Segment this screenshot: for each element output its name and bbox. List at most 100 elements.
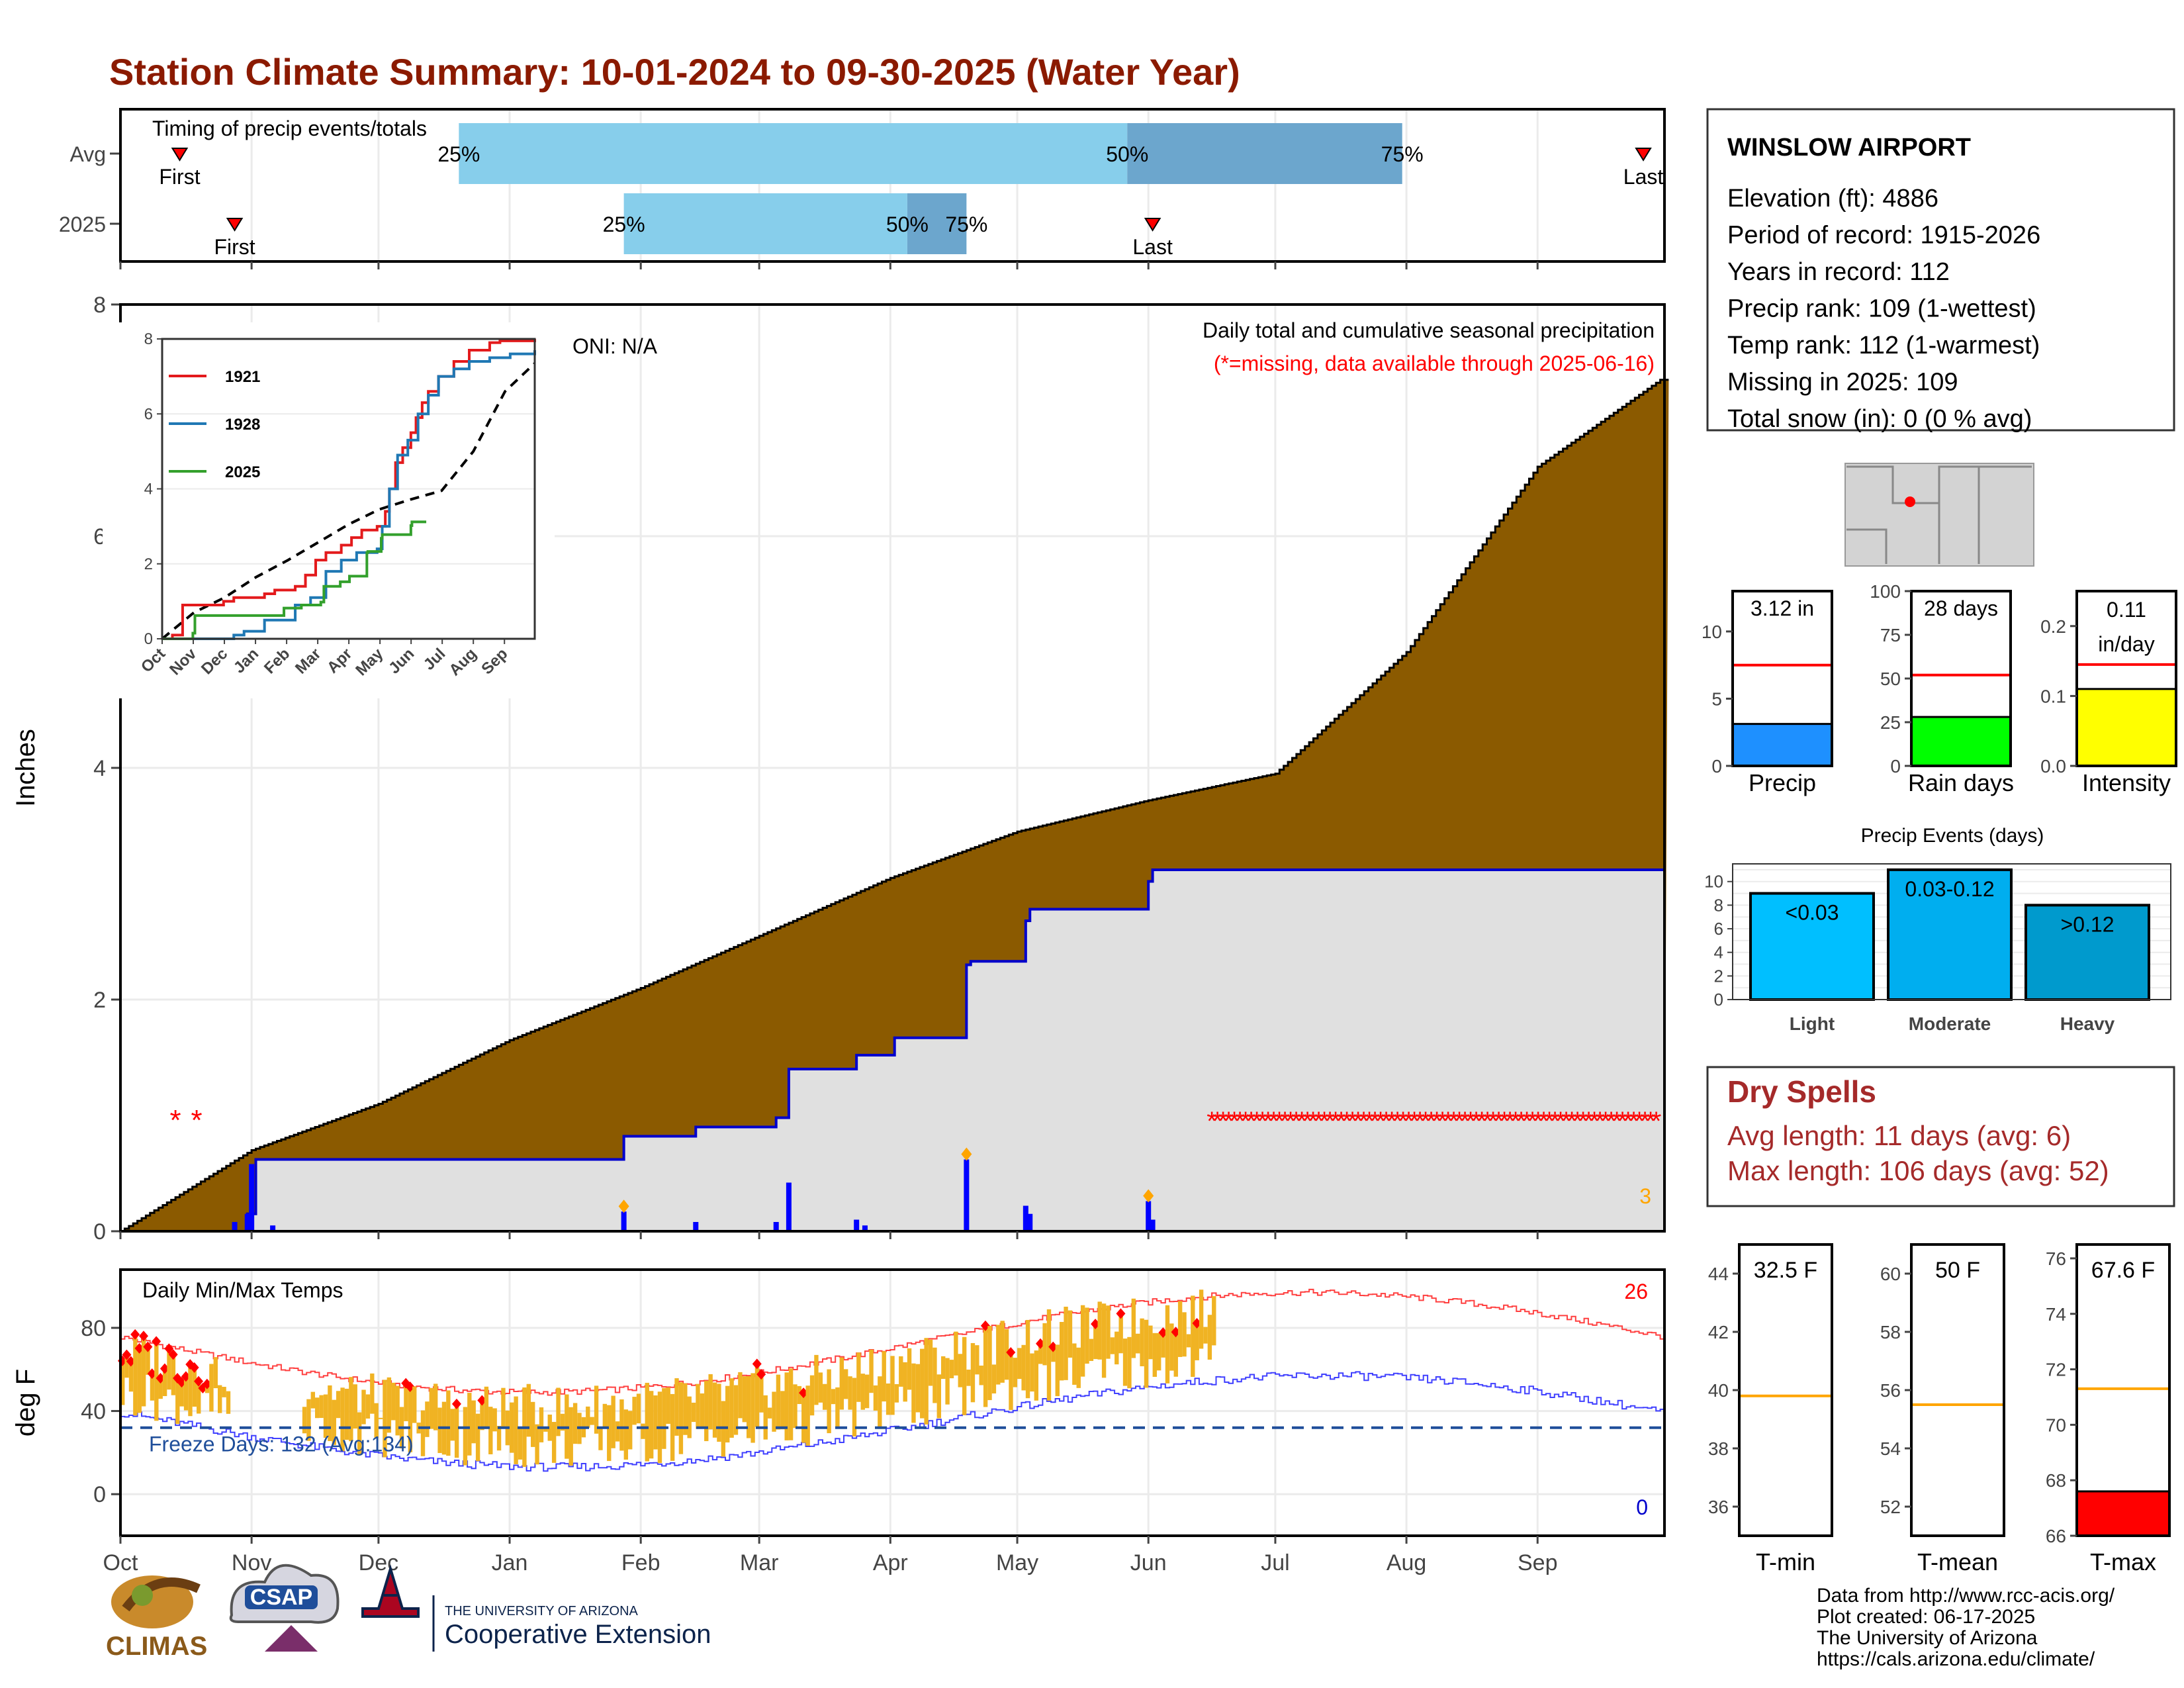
daily-temp-bar <box>543 1428 548 1432</box>
daily-precip-bar <box>270 1225 276 1231</box>
daily-temp-bar <box>454 1405 459 1458</box>
inset-ytick-label: 2 <box>144 555 153 573</box>
temp-bar-value-label: 32.5 F <box>1754 1258 1817 1283</box>
daily-temp-bar <box>717 1383 721 1442</box>
events-ytick-label: 8 <box>1714 895 1723 915</box>
daily-temp-bar <box>602 1403 608 1427</box>
temp-ytick-label: 0 <box>93 1482 106 1507</box>
daily-temp-bar <box>683 1383 688 1435</box>
daily-temp-bar <box>729 1378 734 1438</box>
daily-temp-bar <box>349 1377 353 1442</box>
daily-temp-bar <box>387 1377 392 1433</box>
daily-temp-bar <box>370 1373 375 1414</box>
missing-marker: * <box>1392 1107 1403 1136</box>
daily-temp-bar <box>535 1424 539 1465</box>
month-axis: Oct Nov Dec Jan Feb Mar Apr May Jun Jul Aug Sep <box>103 1231 1558 1575</box>
daily-temp-bar <box>328 1385 332 1441</box>
mini-bar-value <box>1731 723 1833 767</box>
daily-temp-bar <box>983 1327 988 1407</box>
month-tick-label: Jul <box>1261 1550 1289 1575</box>
daily-temp-bar <box>146 1348 150 1375</box>
daily-temp-bar <box>315 1397 320 1419</box>
daily-temp-bar <box>1013 1358 1018 1387</box>
mini-bar-value <box>1910 716 2012 767</box>
daily-temp-bar <box>767 1407 772 1419</box>
month-tick-label: May <box>996 1550 1038 1575</box>
daily-precip-bar <box>773 1222 779 1231</box>
missing-marker: * <box>1257 1107 1268 1136</box>
main-border <box>119 303 1666 1233</box>
timing-row-label: 2025 <box>59 212 106 236</box>
daily-temp-bar <box>873 1385 878 1411</box>
temp-bar-border <box>2075 1243 2171 1537</box>
daily-temp-bar <box>641 1423 645 1439</box>
temp-bar-t-mean: 52 54 56 58 60 50 F T-mean <box>1880 1243 2005 1575</box>
daily-temp-bar <box>962 1336 967 1415</box>
daily-temp-bar <box>598 1427 603 1450</box>
missing-marker: * <box>1494 1107 1504 1136</box>
daily-temp-bar <box>446 1390 451 1456</box>
daily-temp-bar <box>353 1384 357 1429</box>
daily-temp-bar <box>167 1350 171 1390</box>
inset-legend-label: 2025 <box>225 463 260 481</box>
first-label: First <box>214 235 255 259</box>
temp-bar-label: T-max <box>2090 1548 2156 1575</box>
iqr-lower-bar <box>459 123 1128 184</box>
daily-temp-bar <box>319 1395 324 1419</box>
timing-row-2025: 2025 25% 50% 75% First Last <box>59 193 1173 259</box>
missing-marker: * <box>1314 1107 1324 1136</box>
daily-temp-bar <box>742 1376 747 1423</box>
daily-temp-bar <box>124 1356 129 1378</box>
freeze-days-label: Freeze Days: 132 (Avg:134) <box>149 1432 414 1456</box>
daily-temp-bar <box>501 1387 506 1427</box>
missing-marker: * <box>1212 1107 1223 1136</box>
page-title: Station Climate Summary: 10-01-2024 to 0… <box>109 51 1240 93</box>
missing-marker: * <box>1651 1107 1662 1136</box>
daily-temp-bar <box>496 1426 502 1451</box>
missing-marker: * <box>1510 1107 1521 1136</box>
month-tick-label: Sep <box>1518 1550 1558 1575</box>
daily-temp-bar <box>754 1365 760 1427</box>
mini-bar-ytick-label: 0 <box>1890 756 1901 776</box>
daily-temp-bar <box>340 1387 345 1452</box>
timing-panel: Timing of precip events/totals Avg 25% 50% 7… <box>59 108 1666 269</box>
daily-temp-bar <box>1042 1323 1047 1366</box>
daily-temp-bar <box>1199 1289 1204 1349</box>
daily-temp-bar <box>1076 1347 1081 1388</box>
daily-temp-bar <box>556 1387 561 1436</box>
daily-temp-bar <box>336 1391 341 1419</box>
missing-marker: * <box>1224 1107 1234 1136</box>
timing-border <box>119 108 1666 263</box>
missing-marker: * <box>1522 1107 1532 1136</box>
daily-temp-bar <box>1080 1305 1085 1377</box>
daily-temp-bar <box>141 1337 146 1407</box>
record-high-marker <box>194 1376 204 1387</box>
month-tick-label: Mar <box>740 1550 779 1575</box>
daily-temp-bar <box>1195 1325 1199 1360</box>
daily-temp-bar <box>1021 1344 1026 1391</box>
daily-temp-bar <box>357 1412 362 1455</box>
p50-label: 50% <box>886 212 929 236</box>
daily-temp-bar <box>987 1326 992 1401</box>
daily-temp-bar <box>843 1369 848 1399</box>
daily-temp-bar <box>1177 1301 1183 1357</box>
temp-ytick-label: 80 <box>81 1316 106 1341</box>
temp-bar-background <box>2077 1244 2169 1536</box>
missing-marker: * <box>1499 1107 1510 1136</box>
missing-marker: * <box>1612 1107 1622 1136</box>
month-tick-label: Jan <box>492 1550 528 1575</box>
first-marker <box>171 148 189 162</box>
daily-temp-bar <box>1122 1338 1128 1386</box>
daily-precip-bar <box>854 1219 860 1231</box>
mini-bar-value <box>2075 688 2177 767</box>
missing-marker: * <box>1342 1107 1352 1136</box>
missing-marker: * <box>1353 1107 1363 1136</box>
daily-temp-bar <box>1004 1329 1009 1380</box>
missing-marker: * <box>1206 1107 1217 1136</box>
daily-temp-bar <box>222 1387 226 1397</box>
missing-marker: * <box>1420 1107 1431 1136</box>
daily-temp-bar <box>784 1372 789 1440</box>
daily-temp-bar <box>361 1389 366 1425</box>
missing-marker: * <box>1589 1107 1600 1136</box>
mini-bar-rain-days: 0 25 50 75 100 28 days Rain days <box>1870 581 2014 796</box>
